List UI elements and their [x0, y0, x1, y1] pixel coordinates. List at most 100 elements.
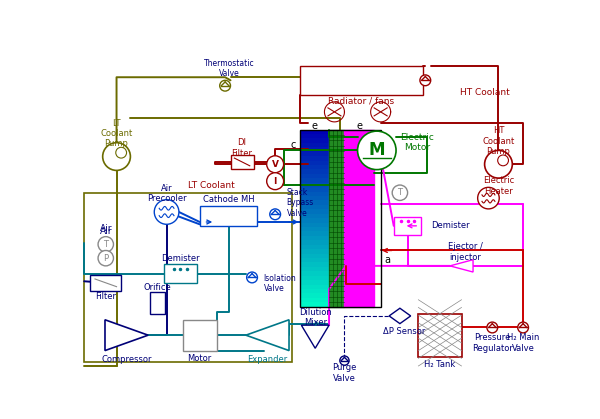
Text: HT Coolant: HT Coolant — [460, 88, 509, 97]
Bar — [300, 187, 329, 192]
Circle shape — [154, 200, 179, 224]
Bar — [300, 165, 329, 170]
Circle shape — [485, 150, 512, 178]
Circle shape — [98, 237, 113, 252]
Bar — [300, 129, 380, 307]
Bar — [300, 200, 329, 205]
Bar — [300, 183, 329, 188]
Bar — [300, 138, 329, 143]
Bar — [300, 245, 329, 250]
Circle shape — [266, 156, 284, 173]
Bar — [300, 298, 329, 303]
Text: Dilution
Mixer: Dilution Mixer — [299, 308, 332, 327]
Text: Motor: Motor — [188, 354, 212, 363]
Bar — [300, 218, 329, 223]
Text: I: I — [274, 177, 277, 186]
Bar — [84, 193, 292, 362]
Bar — [300, 280, 329, 285]
Text: Orifice: Orifice — [143, 283, 171, 292]
Bar — [418, 313, 461, 357]
Text: Radiator / fans: Radiator / fans — [328, 97, 394, 106]
Bar — [300, 240, 329, 245]
Circle shape — [266, 173, 284, 190]
Bar — [300, 160, 329, 166]
Bar — [394, 217, 421, 235]
Bar — [300, 214, 329, 219]
Text: Purge
Valve: Purge Valve — [332, 363, 356, 383]
Circle shape — [247, 272, 257, 283]
Bar — [300, 191, 329, 197]
Text: a: a — [385, 256, 391, 266]
Polygon shape — [105, 320, 148, 351]
Circle shape — [98, 251, 113, 266]
Bar — [300, 262, 329, 267]
Bar — [300, 227, 329, 232]
Circle shape — [497, 155, 508, 166]
Text: T: T — [397, 188, 403, 197]
Bar — [300, 174, 329, 178]
Circle shape — [340, 356, 349, 365]
Circle shape — [270, 209, 281, 220]
Polygon shape — [246, 320, 289, 351]
Bar — [300, 222, 329, 228]
Bar — [300, 134, 329, 139]
Bar — [183, 320, 217, 351]
Text: Isolation
Valve: Isolation Valve — [263, 274, 296, 293]
Bar — [300, 236, 329, 241]
Text: DI
Filter: DI Filter — [232, 138, 253, 158]
Circle shape — [478, 187, 499, 209]
Text: Air
Precooler: Air Precooler — [147, 184, 187, 203]
Text: H₂ Tank: H₂ Tank — [424, 360, 455, 369]
Bar — [300, 302, 329, 307]
Text: P: P — [103, 253, 109, 263]
Text: Cathode MH: Cathode MH — [203, 195, 254, 204]
Text: Filter: Filter — [95, 292, 116, 301]
Text: V: V — [272, 160, 278, 169]
Bar — [300, 289, 329, 294]
Polygon shape — [301, 325, 329, 348]
Text: Air: Air — [100, 225, 112, 233]
Bar — [164, 264, 197, 283]
Bar — [300, 276, 329, 280]
Bar — [300, 231, 329, 236]
Text: Electric
Heater: Electric Heater — [483, 176, 514, 196]
Bar — [300, 205, 329, 210]
Bar — [344, 129, 374, 307]
Text: Compressor: Compressor — [101, 355, 152, 364]
Text: ΔP Sensor: ΔP Sensor — [383, 327, 425, 336]
Bar — [300, 169, 329, 174]
Bar — [300, 156, 329, 161]
Circle shape — [392, 185, 407, 200]
Text: Demister: Demister — [161, 253, 200, 263]
Bar — [300, 258, 329, 263]
Bar — [300, 209, 329, 214]
Text: e: e — [311, 121, 317, 131]
Polygon shape — [389, 308, 410, 323]
Text: H₂ Main
Valve: H₂ Main Valve — [507, 333, 539, 352]
Circle shape — [518, 322, 529, 333]
Bar — [300, 152, 329, 157]
Text: M: M — [368, 141, 385, 159]
Text: c: c — [290, 140, 296, 150]
Text: Thermostatic
Valve: Thermostatic Valve — [203, 59, 254, 78]
Bar — [149, 292, 165, 313]
Circle shape — [420, 75, 431, 86]
Bar — [300, 293, 329, 298]
Circle shape — [487, 322, 497, 333]
Bar — [300, 147, 329, 152]
Bar — [300, 285, 329, 290]
Text: e: e — [356, 121, 362, 131]
Bar — [300, 143, 329, 147]
Text: LT
Coolant
Pump: LT Coolant Pump — [100, 119, 133, 148]
Text: Demister: Demister — [431, 221, 469, 230]
Bar — [300, 267, 329, 272]
Text: T: T — [103, 240, 108, 249]
Circle shape — [220, 80, 230, 91]
Circle shape — [103, 143, 130, 171]
Circle shape — [116, 147, 127, 158]
Bar — [300, 253, 329, 259]
Bar — [200, 206, 257, 226]
Bar — [300, 271, 329, 276]
Bar — [230, 155, 254, 169]
Text: HT
Coolant
Pump: HT Coolant Pump — [482, 126, 515, 156]
